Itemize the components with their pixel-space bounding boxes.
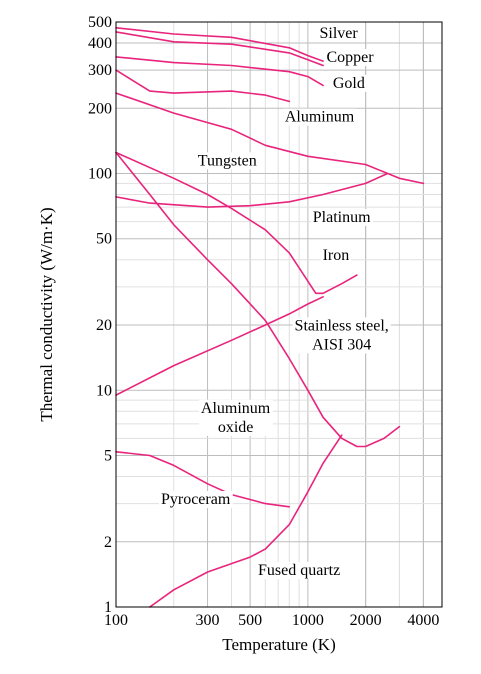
curve-iron (115, 151, 358, 295)
label-aluminum-line: Aluminum (285, 109, 355, 126)
label-background (195, 152, 259, 170)
curve-tungsten (115, 92, 425, 185)
label-background (255, 562, 343, 580)
label-background (158, 490, 233, 508)
label-background (317, 24, 361, 42)
y-tick-label: 200 (88, 100, 112, 117)
y-tick-label: 500 (88, 14, 112, 31)
label-silver-line: Silver (320, 25, 359, 42)
label-iron: Iron (320, 247, 352, 265)
label-al_oxide-line: Aluminum (201, 400, 271, 417)
label-background (292, 317, 391, 354)
label-platinum-line: Platinum (313, 209, 371, 226)
curve-stainless (115, 296, 324, 396)
label-stainless: Stainless steel, AISI 304 (292, 317, 391, 354)
label-aluminum: Aluminum (282, 108, 357, 126)
y-axis-title: Thermal conductivity (W/m·K) (37, 207, 56, 421)
curve-aluminum (115, 69, 291, 103)
label-copper: Copper (324, 48, 377, 66)
series-labels: Silver Copper Gold Aluminum Tungsten Platinum… (158, 24, 391, 580)
x-axis-title: Temperature (K) (222, 635, 336, 654)
y-tick-label: 2 (104, 534, 112, 551)
x-tick-labels: 100 300 500 1000 2000 4000 (104, 612, 439, 629)
label-pyroceram: Pyroceram (158, 490, 233, 508)
label-background (330, 74, 367, 92)
label-platinum: Platinum (310, 208, 374, 226)
label-background (320, 247, 352, 265)
x-tick-label: 2000 (350, 612, 382, 629)
y-tick-label: 20 (96, 317, 112, 334)
y-tick-label: 50 (96, 231, 112, 248)
curve-al_oxide (115, 151, 401, 448)
label-gold-line: Gold (333, 75, 365, 92)
plot-frame (115, 21, 443, 608)
curve-copper (115, 31, 324, 67)
y-tick-label: 5 (104, 447, 112, 464)
label-tungsten: Tungsten (195, 152, 259, 170)
label-stainless-line: Stainless steel, (295, 317, 389, 334)
label-al_oxide-line: oxide (218, 419, 254, 436)
x-tick-label: 4000 (407, 612, 439, 629)
grid-lines (116, 22, 442, 607)
y-tick-label: 400 (88, 35, 112, 52)
label-background (198, 399, 273, 436)
label-iron-line: Iron (323, 247, 350, 264)
label-tungsten-line: Tungsten (198, 152, 257, 169)
curve-pyroceram (115, 451, 291, 508)
label-fused_quartz-line: Fused quartz (258, 562, 340, 579)
label-copper-line: Copper (326, 49, 374, 66)
series-curves (115, 27, 425, 608)
curve-gold (115, 56, 324, 87)
label-al_oxide: Aluminum oxide (198, 399, 273, 436)
y-tick-label: 1 (104, 599, 112, 616)
y-tick-labels: 1 2 5 10 20 50 100 200 300 400 500 (88, 14, 112, 616)
x-tick-label: 300 (196, 612, 220, 629)
x-tick-label: 1000 (292, 612, 324, 629)
y-tick-label: 10 (96, 382, 112, 399)
x-tick-label: 500 (238, 612, 262, 629)
curve-fused_quartz (149, 434, 343, 608)
label-silver: Silver (317, 24, 361, 42)
curve-platinum (115, 172, 389, 208)
curve-silver (115, 27, 324, 62)
x-tick-label: 100 (104, 612, 128, 629)
y-tick-label: 300 (88, 62, 112, 79)
label-background (324, 48, 377, 66)
label-fused_quartz: Fused quartz (255, 562, 343, 580)
label-pyroceram-line: Pyroceram (161, 491, 231, 508)
label-background (310, 208, 374, 226)
label-background (282, 108, 357, 126)
label-stainless-line: AISI 304 (312, 336, 371, 353)
label-gold: Gold (330, 74, 367, 92)
y-tick-label: 100 (88, 166, 112, 183)
